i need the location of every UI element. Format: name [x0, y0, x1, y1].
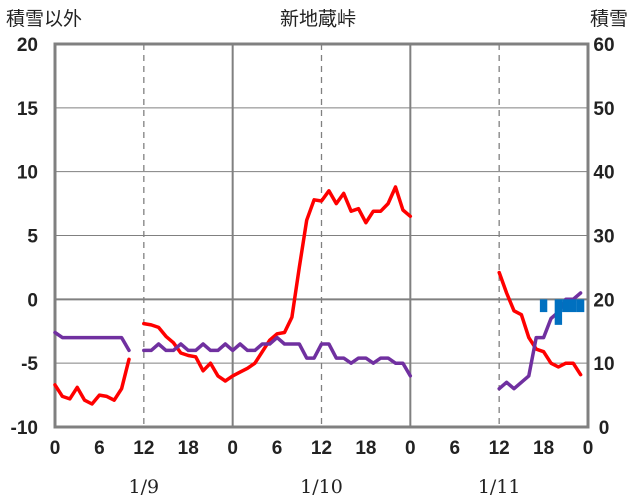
snow-bar [569, 299, 577, 313]
x-tick: 0 [227, 438, 238, 459]
y-tick-left: -5 [21, 354, 38, 375]
purple-series-line [142, 335, 413, 378]
plot-frame [53, 42, 590, 429]
snow-bar [576, 299, 585, 313]
x-tick: 6 [449, 438, 460, 459]
red-series-line [497, 270, 583, 377]
y-tick-left: 10 [17, 163, 38, 184]
snow-bar [562, 299, 570, 313]
y-tick-left: 5 [27, 227, 38, 248]
date-label: 1/9 [129, 476, 160, 498]
y-tick-right: 0 [599, 418, 610, 439]
snow-bar [554, 299, 563, 325]
x-tick: 12 [489, 438, 510, 459]
x-tick: 12 [311, 438, 332, 459]
left-axis-label: 積雪以外 [6, 8, 82, 30]
red-series-line [53, 357, 131, 406]
y-tick-right: 50 [593, 99, 614, 120]
snow-bar [539, 299, 548, 313]
x-tick: 18 [533, 438, 554, 459]
y-tick-right: 40 [593, 163, 614, 184]
x-tick: 18 [355, 438, 376, 459]
x-tick: 0 [583, 438, 594, 459]
right-axis-label: 積雪 [590, 8, 628, 30]
y-tick-left: 20 [17, 35, 38, 56]
purple-series-line [497, 291, 583, 391]
x-tick: 6 [272, 438, 283, 459]
y-tick-right: 20 [593, 290, 614, 311]
y-tick-right: 10 [593, 354, 614, 375]
purple-series-line [53, 330, 131, 353]
chart-title: 新地蔵峠 [280, 8, 356, 30]
x-tick: 0 [50, 438, 61, 459]
y-tick-left: 0 [27, 290, 38, 311]
x-tick: 18 [178, 438, 199, 459]
red-series-line [142, 185, 413, 383]
date-label: 1/11 [478, 476, 521, 498]
y-tick-right: 60 [593, 35, 614, 56]
date-label: 1/10 [300, 476, 343, 498]
x-tick: 0 [405, 438, 416, 459]
x-tick: 6 [94, 438, 105, 459]
y-tick-right: 30 [593, 227, 614, 248]
y-tick-left: 15 [17, 99, 39, 120]
y-tick-left: -10 [11, 418, 38, 439]
x-tick: 12 [133, 438, 154, 459]
